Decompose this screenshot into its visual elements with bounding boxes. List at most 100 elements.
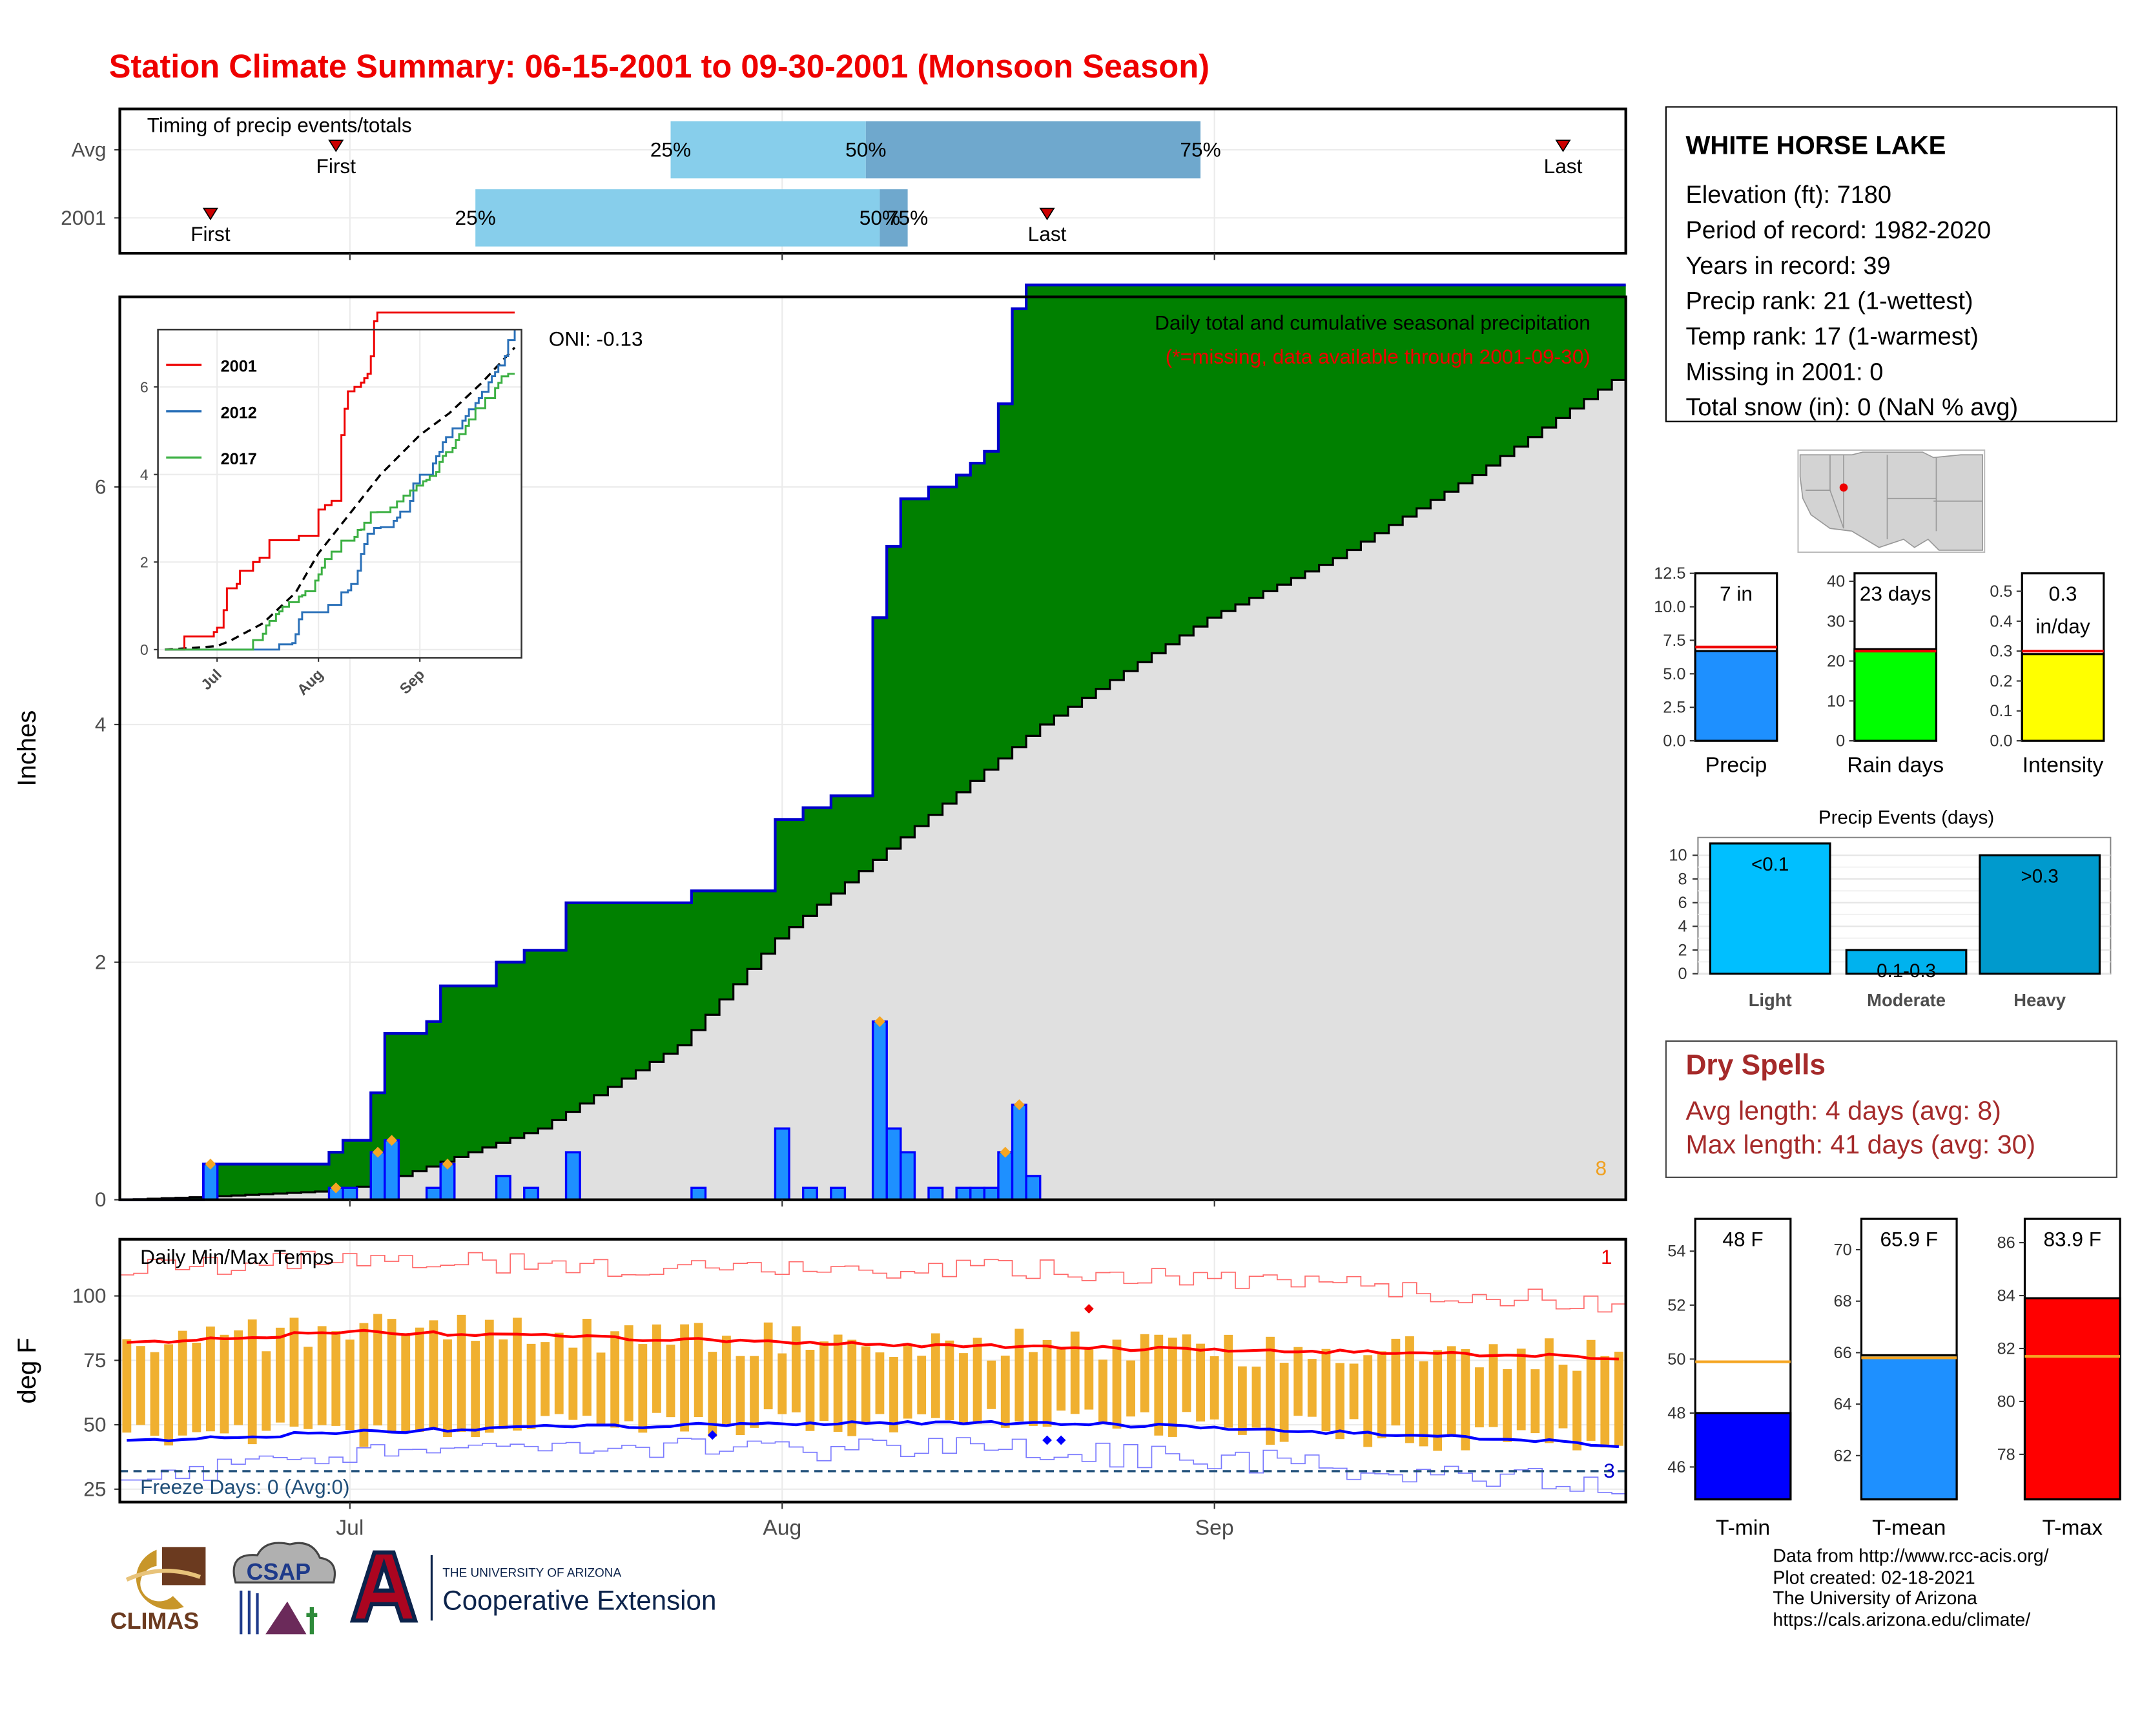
quartile-box-lower	[475, 189, 880, 247]
highlight-day-marker	[442, 1159, 453, 1170]
daily-temp-range-bar	[1391, 1338, 1401, 1426]
inset-y-tick-label: 0	[140, 641, 149, 658]
station-period: Period of record: 1982-2020	[1685, 216, 1992, 244]
y-tick-label: 6	[95, 475, 107, 499]
summary-value-bar	[1694, 650, 1778, 742]
y-tick-label: 75	[83, 1348, 106, 1372]
daily-precip-bar	[969, 1186, 986, 1201]
daily-temp-range-bar	[247, 1319, 257, 1445]
daily-temp-range-bar	[1475, 1367, 1484, 1428]
daily-temp-range-bar	[1182, 1334, 1191, 1412]
temp-value-label: 65.9 F	[1880, 1227, 1938, 1250]
daily-temp-range-bar	[1042, 1339, 1052, 1427]
daily-temp-range-bar	[1224, 1334, 1233, 1428]
temp-category-label: T-max	[2042, 1515, 2103, 1540]
precip-panel: Daily total and cumulative seasonal prec…	[13, 284, 1627, 1211]
event-category-label: Light	[1749, 990, 1792, 1010]
daily-temp-range-bar	[443, 1339, 452, 1438]
inset-legend-label: 2001	[221, 358, 257, 376]
daily-precip-bar	[927, 1186, 944, 1201]
y-tick-label: 0.0	[1990, 732, 2012, 750]
state-shapes	[1799, 451, 1983, 551]
x-tick-label: Aug	[763, 1515, 801, 1540]
daily-temp-range-bar	[262, 1351, 271, 1431]
station-temp-rank: Temp rank: 17 (1-warmest)	[1685, 322, 1979, 350]
temp-category-label: T-min	[1716, 1515, 1770, 1540]
temp-category-label: T-mean	[1872, 1515, 1946, 1540]
daily-temp-range-bar	[1530, 1369, 1540, 1434]
daily-temp-range-bar	[150, 1352, 160, 1436]
daily-precip-bar	[830, 1186, 847, 1201]
daily-precip-bar	[342, 1186, 358, 1201]
y-tick-label: 64	[1834, 1396, 1852, 1414]
last-label: Last	[1028, 222, 1067, 245]
dry-spells-box: Dry Spells Avg length: 4 days (avg: 8) M…	[1665, 1040, 2117, 1178]
daily-precip-bar	[384, 1139, 400, 1201]
y-tick-label: 84	[1997, 1286, 2015, 1305]
daily-temp-range-bar	[959, 1353, 968, 1424]
daily-temp-range-bar	[736, 1356, 745, 1436]
summary-value-bar	[1853, 648, 1938, 742]
daily-temp-range-bar	[708, 1352, 717, 1437]
daily-precip-bar	[801, 1186, 818, 1201]
event-bar-label: 0.1-0.3	[1877, 960, 1936, 982]
daily-temp-range-bar	[1446, 1346, 1456, 1435]
daily-temp-range-bar	[1014, 1328, 1024, 1421]
daily-temp-range-bar	[875, 1352, 885, 1414]
daily-temp-range-bar	[763, 1322, 773, 1410]
daily-temp-range-bar	[777, 1353, 787, 1414]
summary-value-label: in/day	[2035, 614, 2090, 637]
first-event-marker	[202, 207, 218, 221]
credit-data-source: Data from http://www.rcc-acis.org/	[1773, 1545, 2049, 1566]
daily-temp-range-bar	[945, 1340, 954, 1420]
daily-temp-range-bar	[457, 1314, 466, 1432]
logos: CLIMAS CSAP THE UNIVERSITY OF ARIZONA Co…	[110, 1542, 716, 1635]
timing-row-label: Avg	[72, 138, 107, 161]
last-event-marker	[1039, 207, 1055, 221]
temp-frame	[118, 1237, 1627, 1504]
precip-missing-note: (*=missing, data available through 2001-…	[1166, 345, 1591, 368]
y-tick-label: 0.3	[1990, 643, 2012, 661]
q25-label: 25%	[650, 138, 691, 161]
x-tick-label: Jul	[336, 1515, 364, 1540]
daily-precip-bar	[690, 1186, 707, 1201]
daily-temp-range-bar	[819, 1341, 829, 1421]
station-snow: Total snow (in): 0 (NaN % avg)	[1685, 393, 2019, 421]
daily-temp-range-bar	[1140, 1334, 1149, 1412]
daily-temp-range-bar	[540, 1342, 550, 1416]
inset-legend-label: 2012	[221, 404, 257, 422]
daily-temp-range-bar	[1266, 1336, 1275, 1445]
daily-temp-range-bar	[596, 1352, 606, 1425]
inset-y-tick-label: 4	[140, 466, 149, 483]
temp-value-label: 83.9 F	[2043, 1227, 2101, 1250]
ua-logo-top-text: THE UNIVERSITY OF ARIZONA	[442, 1567, 621, 1580]
y-tick-label: 70	[1834, 1241, 1852, 1259]
y-axis-label: deg F	[13, 1338, 41, 1403]
daily-precip-bar	[523, 1186, 540, 1201]
temp-value-bar	[2023, 1297, 2121, 1501]
record-day-marker	[707, 1430, 717, 1440]
daily-temp-range-bar	[1461, 1348, 1470, 1451]
summary-value-label: 7 in	[1720, 582, 1753, 605]
daily-temp-range-bar	[1419, 1361, 1428, 1447]
daily-temp-range-bar	[471, 1341, 480, 1437]
daily-temp-range-bar	[973, 1338, 982, 1424]
avg-min-temp-line	[127, 1420, 1619, 1449]
y-tick-label: 82	[1997, 1339, 2015, 1358]
daily-temp-range-bar	[206, 1326, 215, 1432]
first-label: First	[190, 222, 231, 245]
daily-temp-range-bar	[805, 1350, 815, 1431]
record-high-count: 1	[1601, 1245, 1612, 1268]
y-tick-label: 5.0	[1663, 665, 1685, 683]
credit-plot-date: Plot created: 02-18-2021	[1773, 1566, 1975, 1587]
daily-temp-range-bar	[1572, 1370, 1582, 1451]
daily-precip-bar	[495, 1175, 511, 1201]
summary-value-label: 23 days	[1860, 582, 1931, 605]
y-tick-label: 0	[95, 1188, 107, 1211]
record-day-marker	[1084, 1304, 1094, 1314]
y-tick-label: 10	[1827, 692, 1845, 710]
events-title: Precip Events (days)	[1818, 807, 1994, 829]
daily-temp-range-bar	[1237, 1366, 1247, 1435]
temp-summary-plot: 48 F 46 48 50 52 54 T-min 65.9 F 62 64 66 68 70 T-mea…	[1667, 1217, 2121, 1540]
